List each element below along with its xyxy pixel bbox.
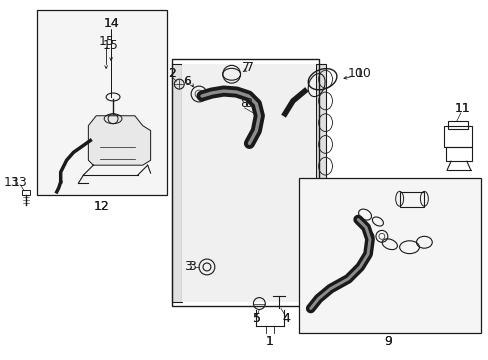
Text: 3: 3 — [184, 261, 192, 274]
Text: 13: 13 — [11, 176, 27, 189]
Text: 15: 15 — [103, 39, 119, 52]
Text: 4: 4 — [282, 312, 289, 325]
Polygon shape — [88, 116, 150, 165]
Text: 12: 12 — [93, 200, 109, 213]
Text: 12: 12 — [93, 200, 109, 213]
Text: 14: 14 — [103, 17, 119, 30]
Text: 15: 15 — [98, 35, 114, 48]
Text: 10: 10 — [354, 67, 370, 80]
Text: 14: 14 — [103, 17, 119, 30]
Text: 8: 8 — [240, 98, 248, 111]
Bar — [172, 59, 318, 306]
Bar — [315, 64, 325, 302]
Text: 2: 2 — [168, 67, 176, 80]
Bar — [182, 64, 315, 302]
Text: 4: 4 — [282, 312, 289, 325]
Text: 7: 7 — [246, 61, 254, 74]
Bar — [445, 147, 471, 161]
Bar — [447, 121, 467, 129]
Text: 5: 5 — [253, 312, 261, 325]
Bar — [399, 192, 424, 207]
Text: 9: 9 — [383, 334, 391, 348]
Bar — [37, 10, 167, 195]
Text: 13: 13 — [3, 176, 19, 189]
Bar — [172, 64, 182, 302]
Bar — [182, 64, 315, 302]
Text: 10: 10 — [346, 67, 363, 80]
Text: 9: 9 — [383, 334, 391, 348]
Text: 5: 5 — [253, 312, 261, 325]
Text: 1: 1 — [264, 334, 273, 348]
Text: 7: 7 — [242, 61, 250, 74]
Text: 6: 6 — [183, 75, 191, 88]
Text: 6: 6 — [184, 76, 190, 86]
Text: 3: 3 — [188, 261, 196, 274]
Bar — [22, 190, 30, 195]
Bar — [298, 178, 480, 333]
Text: 11: 11 — [454, 102, 470, 115]
Text: 2: 2 — [168, 67, 176, 80]
Text: 8: 8 — [244, 98, 252, 111]
Text: 11: 11 — [454, 102, 470, 115]
Text: 1: 1 — [264, 334, 273, 348]
Bar — [443, 126, 471, 147]
